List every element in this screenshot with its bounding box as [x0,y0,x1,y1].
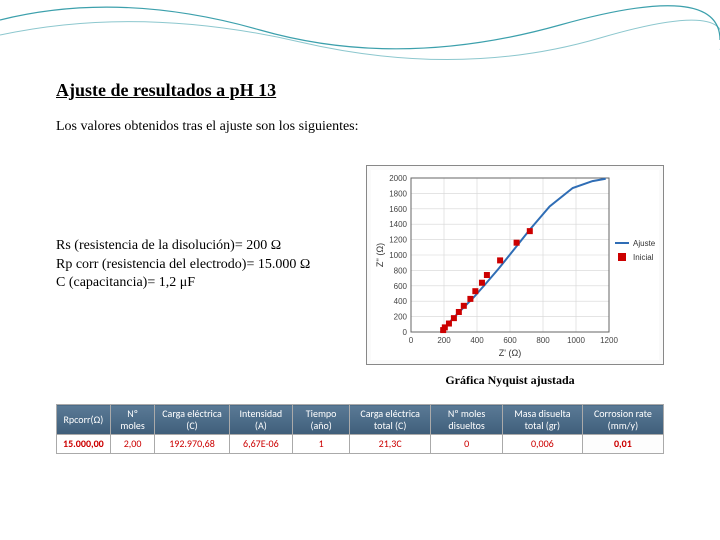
svg-text:Inicial: Inicial [633,253,654,262]
svg-text:Z'' (Ω): Z'' (Ω) [375,243,385,267]
results-table: Rpcorr(Ω)Nº molesCarga eléctrica (C)Inte… [56,404,664,454]
table-header: Carga eléctrica total (C) [350,405,431,435]
table-header: Nº moles [110,405,155,435]
svg-text:2000: 2000 [389,174,407,183]
svg-text:1000: 1000 [389,251,407,260]
svg-text:200: 200 [394,313,408,322]
table-cell: 0 [431,435,503,454]
table-cell: 21,3C [350,435,431,454]
svg-text:200: 200 [437,336,451,345]
svg-text:800: 800 [394,266,408,275]
svg-text:400: 400 [470,336,484,345]
svg-text:800: 800 [536,336,550,345]
table-header: Corrosion rate (mm/y) [582,405,663,435]
nyquist-chart: 0 200 400 600 800 1000 1200 1400 1600 1800 2000 0 20… [371,170,659,360]
svg-text:1400: 1400 [389,220,407,229]
svg-text:600: 600 [503,336,517,345]
table-row: 15.000,002,00192.970,686,67E-06121,3C00,… [57,435,664,454]
svg-text:1200: 1200 [389,236,407,245]
table-header: Nº moles disueltos [431,405,503,435]
svg-text:1000: 1000 [567,336,585,345]
table-cell: 15.000,00 [57,435,111,454]
slide-subtitle: Los valores obtenidos tras el ajuste son… [56,119,664,135]
table-header: Carga eléctrica (C) [155,405,229,435]
param-rpcorr: Rp corr (resistencia del electrodo)= 15.… [56,256,346,275]
svg-text:600: 600 [394,282,408,291]
table-cell: 192.970,68 [155,435,229,454]
svg-text:0: 0 [403,328,408,337]
slide-title: Ajuste de resultados a pH 13 [56,80,664,101]
svg-text:Z' (Ω): Z' (Ω) [499,348,521,358]
table-cell: 2,00 [110,435,155,454]
table-cell: 0,01 [582,435,663,454]
table-header: Tiempo (año) [293,405,350,435]
svg-text:1600: 1600 [389,205,407,214]
svg-text:400: 400 [394,297,408,306]
svg-text:1800: 1800 [389,189,407,198]
svg-text:Ajuste: Ajuste [633,239,656,248]
table-header: Masa disuelta total (gr) [502,405,582,435]
table-cell: 0,006 [502,435,582,454]
svg-text:0: 0 [409,336,414,345]
table-cell: 6,67E-06 [229,435,293,454]
table-header: Intensidad (A) [229,405,293,435]
parameters-block: Rs (resistencia de la disolución)= 200 Ω… [56,237,346,294]
nyquist-chart-container: 0 200 400 600 800 1000 1200 1400 1600 1800 2000 0 20… [366,165,664,365]
chart-caption: Gráfica Nyquist ajustada [56,373,664,388]
param-c: C (capacitancia)= 1,2 μF [56,274,346,293]
table-header: Rpcorr(Ω) [57,405,111,435]
svg-text:1200: 1200 [600,336,618,345]
param-rs: Rs (resistencia de la disolución)= 200 Ω [56,237,346,256]
table-cell: 1 [293,435,350,454]
